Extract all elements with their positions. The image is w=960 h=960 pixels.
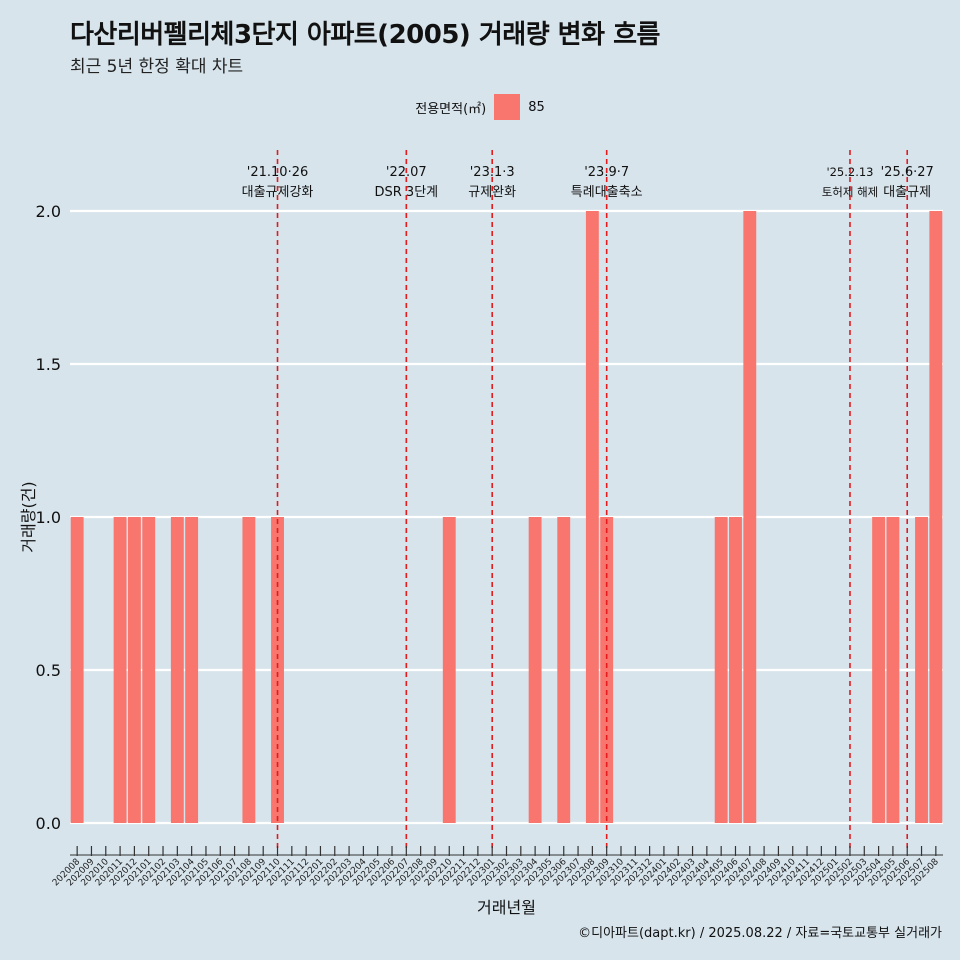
- event-date-label: '25.6·27: [881, 165, 934, 180]
- bar: [528, 517, 542, 823]
- y-tick-label: 0.5: [36, 661, 61, 680]
- bar: [113, 517, 127, 823]
- event-name-label: 규제완화: [468, 185, 516, 200]
- y-tick-label: 1.0: [36, 508, 61, 527]
- chart-subtitle: 최근 5년 한정 확대 차트: [70, 57, 244, 77]
- bar: [600, 517, 614, 823]
- legend: 전용면적(㎡) 85: [0, 93, 960, 121]
- bar: [442, 517, 456, 823]
- event-date-label: '25.2.13: [826, 165, 873, 179]
- event-name-label: 특례대출축소: [571, 185, 643, 200]
- x-axis-title: 거래년월: [477, 898, 536, 917]
- bar: [142, 517, 156, 823]
- event-name-label: 대출규제: [883, 185, 931, 200]
- bar: [729, 517, 742, 823]
- event-name-label: 대출규제강화: [242, 185, 314, 200]
- bar: [70, 517, 84, 823]
- bar: [714, 517, 728, 823]
- bar: [585, 211, 599, 823]
- event-name-label: DSR 3단계: [375, 185, 439, 200]
- legend-swatch: [494, 94, 521, 120]
- y-tick-label: 0.0: [36, 814, 61, 833]
- chart-title: 다산리버펠리체3단지 아파트(2005) 거래량 변화 흐름: [70, 20, 660, 50]
- source-caption: ©디아파트(dapt.kr) / 2025.08.22 / 자료=국토교통부 실…: [578, 926, 942, 941]
- event-date-label: '23.9·7: [584, 165, 629, 180]
- bar: [886, 517, 900, 823]
- bar: [743, 211, 757, 823]
- bar: [127, 517, 141, 823]
- bar: [557, 517, 571, 823]
- bar: [242, 517, 256, 823]
- legend-title: 전용면적(㎡): [415, 101, 487, 117]
- bar: [170, 517, 184, 823]
- legend-label: 85: [528, 99, 545, 115]
- y-tick-label: 1.5: [36, 355, 61, 374]
- bar: [185, 517, 199, 823]
- event-date-label: '23.1·3: [470, 165, 515, 180]
- event-date-label: '22.07: [386, 165, 427, 180]
- bar: [872, 517, 886, 823]
- event-name-label: 토허제 해제: [822, 185, 879, 199]
- y-tick-label: 2.0: [36, 202, 61, 221]
- bar: [929, 211, 943, 823]
- bar: [915, 517, 928, 823]
- event-date-label: '21.10·26: [247, 165, 308, 180]
- bar: [271, 517, 284, 823]
- y-axis-title: 거래량(건): [19, 481, 38, 552]
